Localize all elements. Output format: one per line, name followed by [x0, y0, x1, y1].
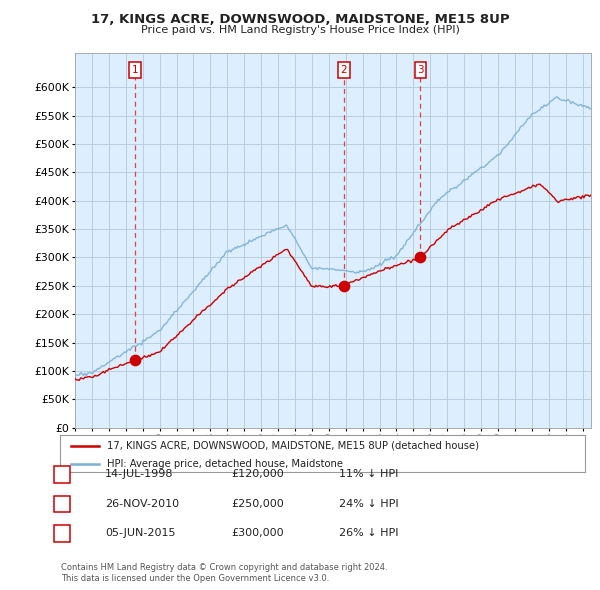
Text: 05-JUN-2015: 05-JUN-2015 [105, 529, 176, 538]
Point [130, 355, 140, 365]
Text: 26% ↓ HPI: 26% ↓ HPI [339, 529, 398, 538]
Text: 26-NOV-2010: 26-NOV-2010 [105, 499, 179, 509]
Text: 17, KINGS ACRE, DOWNSWOOD, MAIDSTONE, ME15 8UP (detached house): 17, KINGS ACRE, DOWNSWOOD, MAIDSTONE, ME… [107, 441, 479, 451]
Text: 1: 1 [131, 65, 138, 75]
Text: 3: 3 [417, 65, 424, 75]
Text: 17, KINGS ACRE, DOWNSWOOD, MAIDSTONE, ME15 8UP: 17, KINGS ACRE, DOWNSWOOD, MAIDSTONE, ME… [91, 13, 509, 26]
Text: £250,000: £250,000 [231, 499, 284, 509]
Text: HPI: Average price, detached house, Maidstone: HPI: Average price, detached house, Maid… [107, 459, 343, 469]
Text: 11% ↓ HPI: 11% ↓ HPI [339, 470, 398, 479]
Text: 2: 2 [58, 499, 65, 509]
Text: Contains HM Land Registry data © Crown copyright and database right 2024.: Contains HM Land Registry data © Crown c… [61, 563, 388, 572]
Point [339, 281, 349, 290]
Text: 24% ↓ HPI: 24% ↓ HPI [339, 499, 398, 509]
Text: £120,000: £120,000 [231, 470, 284, 479]
Text: 2: 2 [341, 65, 347, 75]
Text: £300,000: £300,000 [231, 529, 284, 538]
Text: 1: 1 [58, 470, 65, 479]
Point [416, 253, 425, 262]
Text: 3: 3 [58, 529, 65, 538]
Text: Price paid vs. HM Land Registry's House Price Index (HPI): Price paid vs. HM Land Registry's House … [140, 25, 460, 35]
Text: This data is licensed under the Open Government Licence v3.0.: This data is licensed under the Open Gov… [61, 574, 329, 583]
Text: 14-JUL-1998: 14-JUL-1998 [105, 470, 173, 479]
